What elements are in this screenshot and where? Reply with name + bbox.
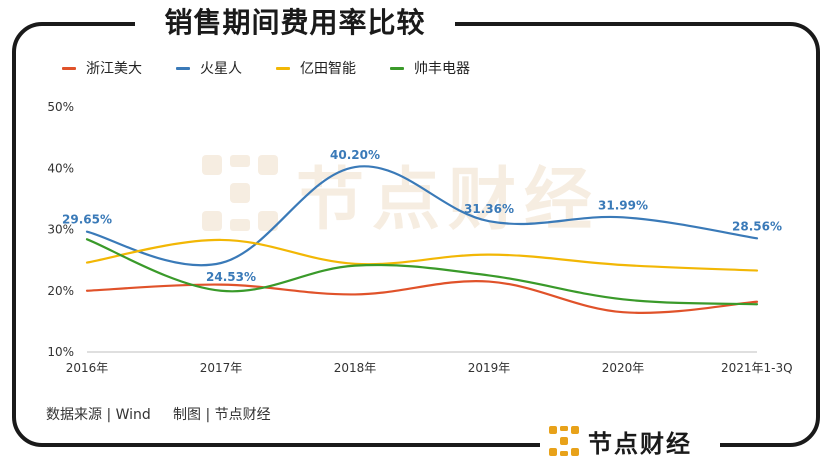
y-tick-label: 30% <box>47 223 74 237</box>
x-tick-label: 2016年 <box>66 361 109 375</box>
footer-background <box>540 423 720 459</box>
y-tick-label: 10% <box>47 345 74 359</box>
chart-title: 销售期间费用率比较 <box>164 6 426 39</box>
legend-swatch <box>62 66 76 70</box>
legend-item-huoxingren: 火星人 <box>176 58 242 78</box>
y-tick-label: 40% <box>47 161 74 175</box>
legend-item-yitian: 亿田智能 <box>276 58 356 78</box>
legend-item-shuaifeng: 帅丰电器 <box>390 58 470 78</box>
series-line-zhejiang-meida <box>85 280 759 314</box>
y-tick-label: 20% <box>47 284 74 298</box>
footer-brand: 节点财经 <box>548 424 692 458</box>
legend-swatch <box>390 66 404 70</box>
data-label: 28.56% <box>732 219 782 233</box>
data-label: 40.20% <box>330 148 380 162</box>
watermark-logo-icon <box>202 155 278 231</box>
legend-label: 浙江美大 <box>86 61 142 77</box>
x-tick-label: 2019年 <box>468 361 511 375</box>
legend-swatch <box>276 66 290 70</box>
legend-item-zhejiang-meida: 浙江美大 <box>62 58 142 78</box>
series-line-yitian <box>85 238 759 272</box>
watermark-text: 节点财经 <box>296 160 601 240</box>
series-line-shuaifeng <box>85 238 759 306</box>
footer-brand-text: 节点财经 <box>588 429 692 458</box>
legend-label: 帅丰电器 <box>414 61 470 77</box>
series-line-huoxingren <box>85 165 759 267</box>
legend-swatch <box>176 66 190 70</box>
brand-logo-icon <box>549 426 579 456</box>
legend: 浙江美大 火星人 亿田智能 帅丰电器 <box>62 58 504 78</box>
x-tick-label: 2021年1-3Q <box>721 361 793 375</box>
title-background <box>135 0 455 44</box>
data-label: 31.36% <box>464 202 514 216</box>
data-label: 29.65% <box>62 213 112 227</box>
legend-label: 火星人 <box>200 61 242 77</box>
x-tick-label: 2018年 <box>334 361 377 375</box>
x-tick-label: 2020年 <box>602 361 645 375</box>
data-label: 31.99% <box>598 198 648 212</box>
y-tick-label: 50% <box>47 100 74 114</box>
x-tick-label: 2017年 <box>200 361 243 375</box>
watermark: 节点财经 <box>200 148 600 240</box>
legend-label: 亿田智能 <box>300 61 356 77</box>
data-label: 24.53% <box>206 270 256 284</box>
source-note: 数据来源 | Wind 制图 | 节点财经 <box>46 407 271 423</box>
